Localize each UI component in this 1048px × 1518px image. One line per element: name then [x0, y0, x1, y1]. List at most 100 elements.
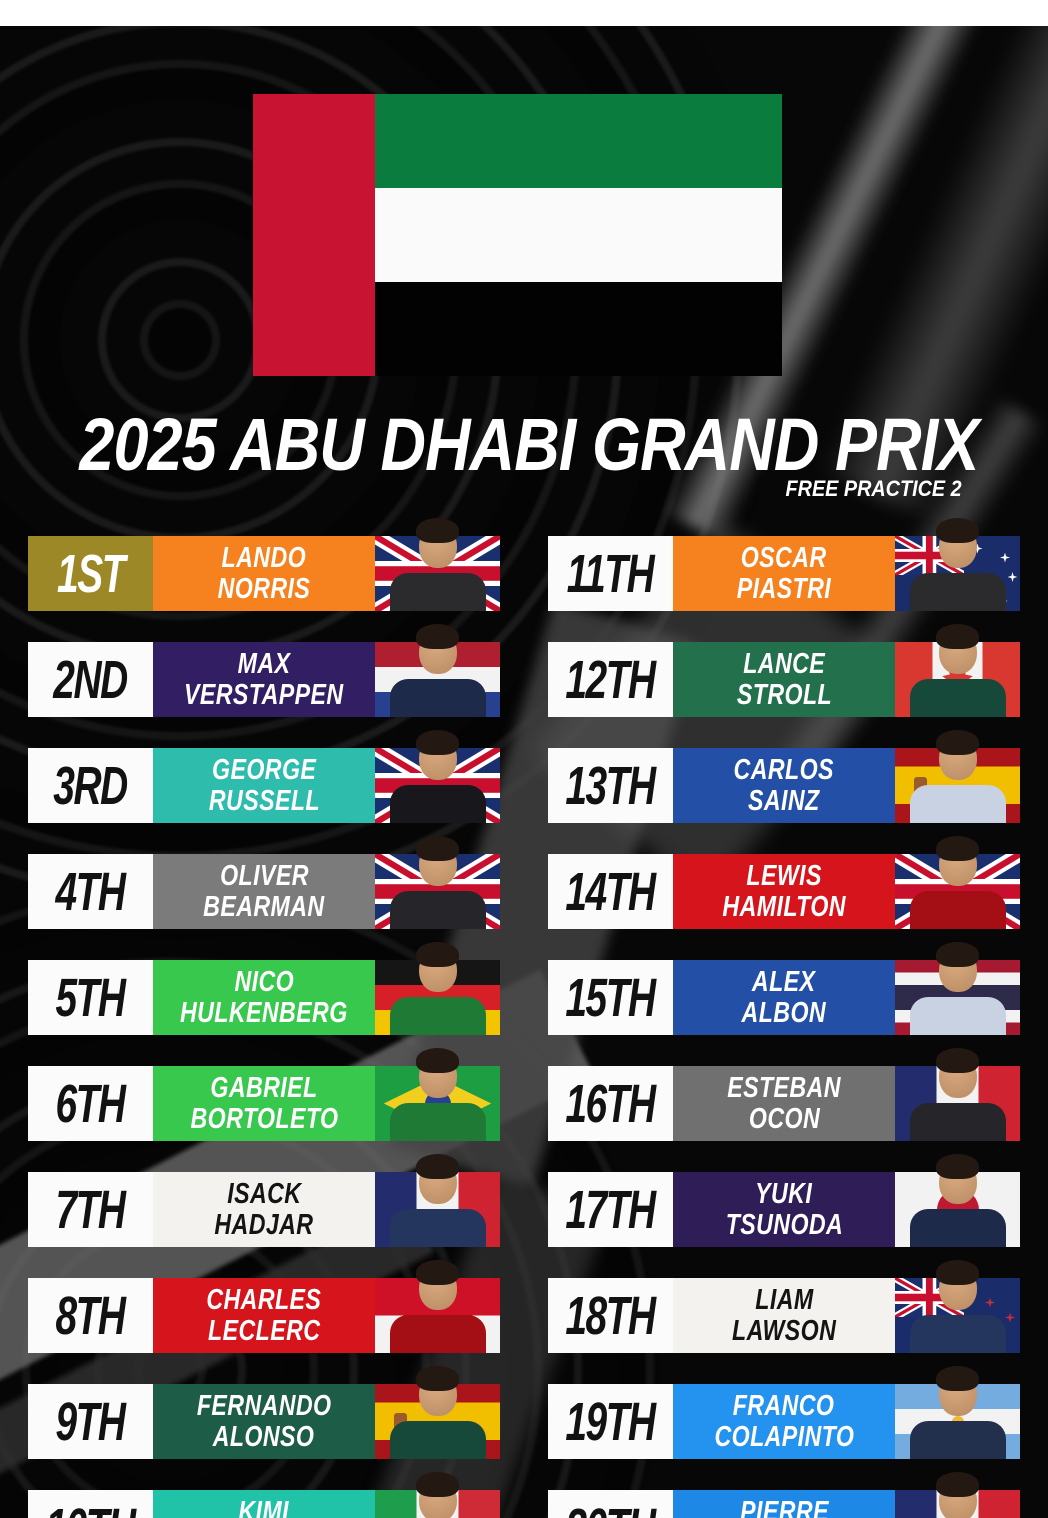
standing-row: 14TH LEWIS HAMILTON — [548, 836, 1020, 929]
nationality-flag-box — [895, 624, 1020, 717]
driver-name-bar: GEORGE RUSSELL — [153, 748, 375, 823]
uae-flag-green-stripe — [375, 94, 782, 189]
position-label: 19TH — [565, 1391, 657, 1452]
driver-photo — [390, 1469, 486, 1518]
driver-hair — [416, 730, 459, 755]
position-badge: 12TH — [548, 642, 673, 717]
position-label: 12TH — [565, 649, 657, 710]
driver-first-name: LANDO — [221, 542, 307, 575]
nationality-flag-box — [375, 942, 500, 1035]
position-badge: 14TH — [548, 854, 673, 929]
driver-photo — [909, 1151, 1006, 1247]
position-label: 2ND — [53, 649, 129, 710]
driver-last-name: BORTOLETO — [189, 1102, 338, 1135]
driver-name-bar: LANDO NORRIS — [153, 536, 375, 611]
nationality-flag-box — [895, 730, 1020, 823]
position-label: 7TH — [55, 1179, 127, 1240]
driver-last-name: STROLL — [736, 678, 832, 711]
driver-name-bar: PIERREGASLY — [673, 1490, 895, 1518]
nationality-flag-box — [895, 1472, 1020, 1518]
driver-photo — [909, 1363, 1006, 1459]
standing-row: 18TH LIAM LAWSON — [548, 1260, 1020, 1353]
driver-last-name: VERSTAPPEN — [184, 678, 344, 711]
driver-first-name: OSCAR — [741, 542, 827, 575]
position-label: 20TH — [566, 1497, 657, 1518]
driver-first-name: MAX — [237, 648, 291, 681]
driver-torso — [909, 1209, 1006, 1247]
driver-hair — [416, 942, 459, 967]
driver-last-name: LECLERC — [207, 1314, 321, 1347]
position-label: 11TH — [567, 543, 655, 604]
uae-flag-stripes — [375, 94, 782, 376]
standings-column-left: 1ST LANDO NORRIS 2ND MAX VERSTAPPEN 3RD GEORGE R… — [28, 518, 500, 1518]
driver-first-name: LANCE — [743, 648, 825, 681]
standing-row: 15TH ALEX ALBON — [548, 942, 1020, 1035]
driver-hair — [936, 942, 979, 967]
driver-torso — [909, 785, 1006, 823]
driver-first-name: ESTEBAN — [727, 1072, 841, 1105]
driver-first-name: LEWIS — [746, 860, 822, 893]
position-badge: 13TH — [548, 748, 673, 823]
driver-hair — [416, 624, 459, 649]
driver-torso — [389, 891, 486, 929]
standing-row: 10TH KIMIANTONELLI — [28, 1472, 500, 1518]
driver-hair — [936, 1472, 979, 1497]
driver-photo — [909, 515, 1006, 611]
flag-star — [1005, 1312, 1015, 1323]
driver-photo — [389, 1257, 486, 1353]
driver-photo — [909, 727, 1006, 823]
standing-row: 5TH NICO HULKENBERG — [28, 942, 500, 1035]
nationality-flag-box — [375, 1154, 500, 1247]
driver-hair — [936, 1366, 979, 1391]
position-badge: 18TH — [548, 1278, 673, 1353]
standing-row: 16TH ESTEBAN OCON — [548, 1048, 1020, 1141]
nationality-flag-box — [895, 1260, 1020, 1353]
standing-row: 11TH OSCAR PIASTRI — [548, 518, 1020, 611]
standing-row: 6TH GABRIEL BORTOLETO — [28, 1048, 500, 1141]
driver-hair — [936, 1260, 979, 1285]
driver-torso — [909, 891, 1006, 929]
driver-hair — [416, 836, 459, 861]
nationality-flag-box — [895, 1048, 1020, 1141]
driver-hair — [936, 1154, 979, 1179]
driver-name-bar: LIAM LAWSON — [673, 1278, 895, 1353]
driver-name-bar: LEWIS HAMILTON — [673, 854, 895, 929]
nationality-flag-box — [375, 624, 500, 717]
position-badge: 10TH — [28, 1490, 153, 1518]
driver-last-name: HAMILTON — [722, 890, 846, 923]
driver-photo — [389, 1045, 486, 1141]
uae-flag-red-band — [253, 94, 375, 376]
driver-hair — [416, 1048, 459, 1073]
position-label: 8TH — [55, 1285, 127, 1346]
driver-last-name: PIASTRI — [736, 572, 832, 605]
driver-name-bar: MAX VERSTAPPEN — [153, 642, 375, 717]
driver-name-bar: KIMIANTONELLI — [153, 1490, 375, 1518]
driver-photo — [909, 1257, 1006, 1353]
driver-last-name: NORRIS — [217, 572, 311, 605]
driver-photo — [909, 621, 1006, 717]
driver-hair — [416, 1366, 459, 1391]
standing-row: 9TH FERNANDO ALONSO — [28, 1366, 500, 1459]
position-label: 3RD — [53, 755, 129, 816]
standings-column-right: 11TH OSCAR PIASTRI 12TH LANCE STROLL 13TH CARLO… — [548, 518, 1020, 1518]
uae-flag-black-stripe — [375, 281, 782, 376]
driver-name-bar: ESTEBAN OCON — [673, 1066, 895, 1141]
driver-photo — [389, 1363, 486, 1459]
nationality-flag-box — [375, 1260, 500, 1353]
nationality-flag-box — [375, 836, 500, 929]
driver-first-name: YUKI — [755, 1178, 813, 1211]
driver-name-bar: ALEX ALBON — [673, 960, 895, 1035]
driver-first-name: GEORGE — [211, 754, 317, 787]
driver-last-name: COLAPINTO — [714, 1420, 854, 1453]
driver-torso — [389, 679, 486, 717]
nationality-flag-box — [895, 1154, 1020, 1247]
standing-row: 12TH LANCE STROLL — [548, 624, 1020, 717]
position-badge: 6TH — [28, 1066, 153, 1141]
driver-first-name: OLIVER — [219, 860, 309, 893]
driver-name-bar: CHARLES LECLERC — [153, 1278, 375, 1353]
position-badge: 16TH — [548, 1066, 673, 1141]
position-label: 9TH — [55, 1391, 127, 1452]
driver-photo — [909, 833, 1006, 929]
driver-last-name: TSUNODA — [725, 1208, 843, 1241]
